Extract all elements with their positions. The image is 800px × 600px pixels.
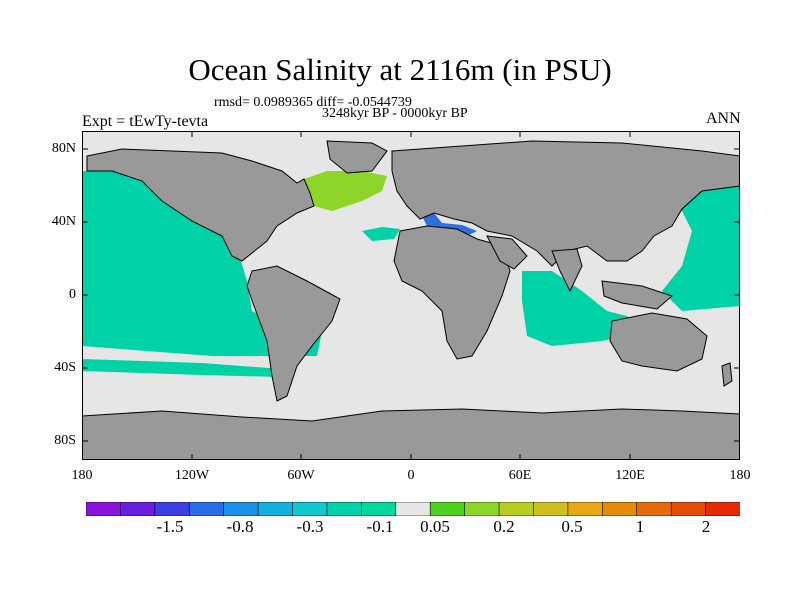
colorbar-swatch <box>429 502 466 516</box>
lon-label-60e: 60E <box>508 468 532 483</box>
colorbar-swatch <box>636 502 672 516</box>
colorbar-swatch <box>498 502 535 516</box>
pacific-teal-region <box>82 171 330 356</box>
lat-label-80n: 80N <box>51 141 76 156</box>
stats-line: rmsd= 0.0989365 diff= -0.0544739 <box>214 95 412 110</box>
experiment-label: Expt = tEwTy-tevta <box>82 113 209 130</box>
map-ticks <box>82 131 740 460</box>
land-africa <box>393 225 511 360</box>
land-greenland <box>326 140 388 174</box>
lon-label-180e: 180 <box>729 468 751 483</box>
colorbar-label: 0.5 <box>561 517 583 536</box>
colorbar-swatch <box>154 502 191 516</box>
colorbar-swatch <box>223 502 259 516</box>
colorbar-label: -1.5 <box>156 517 184 536</box>
world-map <box>82 131 740 460</box>
colorbar-label: -0.1 <box>366 517 394 536</box>
mediterranean-blue-spot <box>422 213 477 236</box>
colorbar-label: -0.3 <box>296 517 324 536</box>
colorbar-swatch <box>464 502 500 516</box>
colorbar-swatch <box>602 502 638 516</box>
colorbar-swatch <box>188 502 225 516</box>
map-frame <box>82 131 740 460</box>
colorbar-swatch <box>361 502 397 516</box>
colorbar-swatch <box>257 502 294 516</box>
land-india <box>551 248 583 293</box>
period-label: 3248kyr BP - 0000kyr BP <box>322 106 468 121</box>
colorbar-label: 0.2 <box>493 517 515 536</box>
land-new-zealand <box>721 362 733 387</box>
colorbar-label: 1 <box>635 517 645 536</box>
land-australia <box>609 312 708 372</box>
colorbar-swatch <box>86 502 122 516</box>
southern-ocean-teal-strip <box>82 359 282 377</box>
colorbar-swatch <box>292 502 328 516</box>
colorbar-label: 2 <box>701 517 711 536</box>
colorbar <box>86 502 740 516</box>
lat-label-80s: 80S <box>54 433 76 448</box>
colorbar-label: -0.8 <box>226 517 254 536</box>
land-maritime-se-asia <box>601 280 673 310</box>
land-arabia <box>486 235 528 270</box>
lon-label-180w: 180 <box>71 468 93 483</box>
colorbar-swatch <box>567 502 604 516</box>
colorbar-swatch <box>326 502 363 516</box>
lat-label-40s: 40S <box>54 360 76 375</box>
colorbar-swatch <box>120 502 156 516</box>
season-label: ANN <box>706 110 741 127</box>
colorbar-swatch <box>670 502 707 516</box>
land-north-america <box>86 148 315 262</box>
lon-label-120e: 120E <box>615 468 645 483</box>
land-south-america <box>246 265 341 402</box>
land-antarctica <box>82 408 740 460</box>
land-eurasia <box>391 140 740 267</box>
lon-label-120w: 120W <box>174 468 210 483</box>
colorbar-label: 0.05 <box>420 517 450 536</box>
colorbar-swatch <box>533 502 569 516</box>
north-atlantic-green-region <box>304 171 387 211</box>
lat-label-40n: 40N <box>51 214 76 229</box>
colorbar-swatch <box>705 502 740 516</box>
lat-label-0: 0 <box>69 287 76 302</box>
atlantic-teal-patch <box>362 227 400 241</box>
map-title: Ocean Salinity at 2116m (in PSU) <box>188 52 612 87</box>
lon-label-60w: 60W <box>287 468 315 483</box>
lon-label-0: 0 <box>407 468 415 483</box>
colorbar-swatch <box>395 502 432 516</box>
